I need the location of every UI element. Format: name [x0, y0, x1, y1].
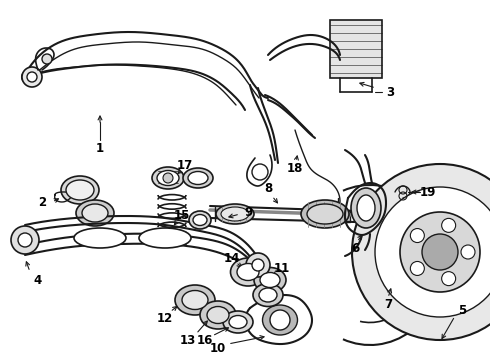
Text: 18: 18 [287, 162, 303, 175]
Text: 16: 16 [197, 333, 213, 346]
Ellipse shape [74, 228, 126, 248]
Bar [330, 20, 382, 78]
Ellipse shape [207, 306, 229, 324]
Text: 2: 2 [38, 195, 46, 208]
Ellipse shape [351, 188, 381, 228]
Text: 17: 17 [177, 158, 193, 171]
Text: 13: 13 [180, 333, 196, 346]
Ellipse shape [216, 204, 254, 224]
Circle shape [11, 226, 39, 254]
Ellipse shape [237, 264, 259, 280]
Text: 4: 4 [34, 274, 42, 287]
Ellipse shape [230, 258, 266, 286]
Circle shape [246, 253, 270, 277]
Ellipse shape [175, 285, 215, 315]
Circle shape [27, 72, 37, 82]
Ellipse shape [221, 207, 249, 221]
Text: 12: 12 [157, 311, 173, 324]
Circle shape [42, 54, 52, 64]
Ellipse shape [254, 267, 286, 292]
Text: 8: 8 [264, 181, 272, 194]
Circle shape [252, 259, 264, 271]
Ellipse shape [263, 305, 297, 335]
Circle shape [441, 219, 456, 232]
Ellipse shape [139, 228, 191, 248]
Circle shape [410, 261, 424, 275]
Text: 3: 3 [386, 86, 394, 99]
Circle shape [410, 229, 424, 243]
Ellipse shape [253, 284, 283, 306]
Circle shape [461, 245, 475, 259]
Circle shape [18, 233, 32, 247]
Ellipse shape [307, 204, 343, 224]
Bar [330, 210, 350, 222]
Circle shape [22, 67, 42, 87]
Ellipse shape [182, 291, 208, 310]
Circle shape [422, 234, 458, 270]
Circle shape [163, 173, 173, 183]
Ellipse shape [183, 168, 213, 188]
Ellipse shape [301, 200, 349, 228]
Text: 14: 14 [224, 252, 240, 265]
Ellipse shape [157, 171, 179, 185]
Ellipse shape [66, 180, 94, 200]
Ellipse shape [188, 171, 208, 185]
Ellipse shape [193, 215, 207, 225]
Text: 10: 10 [210, 342, 226, 355]
Ellipse shape [152, 167, 184, 189]
Circle shape [270, 310, 290, 330]
Ellipse shape [82, 204, 108, 222]
Text: 15: 15 [174, 208, 190, 221]
Text: 1: 1 [96, 141, 104, 154]
Text: 7: 7 [384, 298, 392, 311]
Ellipse shape [189, 211, 211, 229]
Text: 5: 5 [458, 303, 466, 316]
Text: 19: 19 [420, 185, 436, 198]
Text: 11: 11 [274, 261, 290, 274]
Circle shape [441, 272, 456, 285]
Ellipse shape [200, 301, 236, 329]
Ellipse shape [260, 273, 280, 288]
Ellipse shape [61, 176, 99, 204]
Circle shape [352, 164, 490, 340]
Ellipse shape [259, 288, 277, 302]
Circle shape [400, 212, 480, 292]
Ellipse shape [229, 315, 247, 328]
Ellipse shape [223, 311, 253, 333]
Ellipse shape [76, 200, 114, 226]
Circle shape [375, 187, 490, 317]
Text: 6: 6 [351, 242, 359, 255]
Ellipse shape [357, 195, 375, 221]
Circle shape [252, 164, 268, 180]
Text: 9: 9 [244, 206, 252, 219]
